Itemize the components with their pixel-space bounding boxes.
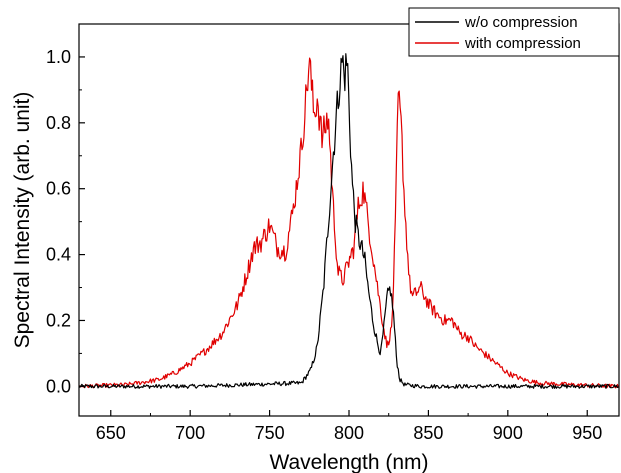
- series-layer: [78, 53, 619, 389]
- y-tick-label: 1.0: [46, 47, 71, 67]
- x-axis-label: Wavelength (nm): [269, 451, 428, 473]
- x-tick-label: 750: [255, 423, 285, 443]
- series-line-without-compression: [78, 53, 619, 389]
- y-tick-label: 0.6: [46, 179, 71, 199]
- x-tick-label: 800: [334, 423, 364, 443]
- plot-frame: [78, 23, 620, 417]
- legend-label-without-compression: w/o compression: [464, 14, 578, 31]
- y-tick-label: 0.2: [46, 310, 71, 330]
- x-tick-label: 650: [96, 423, 126, 443]
- legend-box: [408, 7, 620, 57]
- x-tick-label: 700: [175, 423, 205, 443]
- x-tick-label: 850: [413, 423, 443, 443]
- legend-label-with-compression: with compression: [464, 35, 581, 52]
- y-axis-label: Spectral Intensity (arb. unit): [11, 92, 34, 349]
- series-line-with-compression: [78, 57, 619, 389]
- x-tick-label: 900: [493, 423, 523, 443]
- x-tick-label: 950: [572, 423, 602, 443]
- y-tick-label: 0.4: [46, 245, 71, 265]
- legend: w/o compression with compression: [408, 7, 620, 57]
- y-tick-label: 0.8: [46, 113, 71, 133]
- y-axis: 0.0 0.2 0.4 0.6 0.8 1.0: [46, 47, 85, 396]
- y-tick-label: 0.0: [46, 376, 71, 396]
- x-axis: 650 700 750 800 850 900 950: [96, 410, 602, 443]
